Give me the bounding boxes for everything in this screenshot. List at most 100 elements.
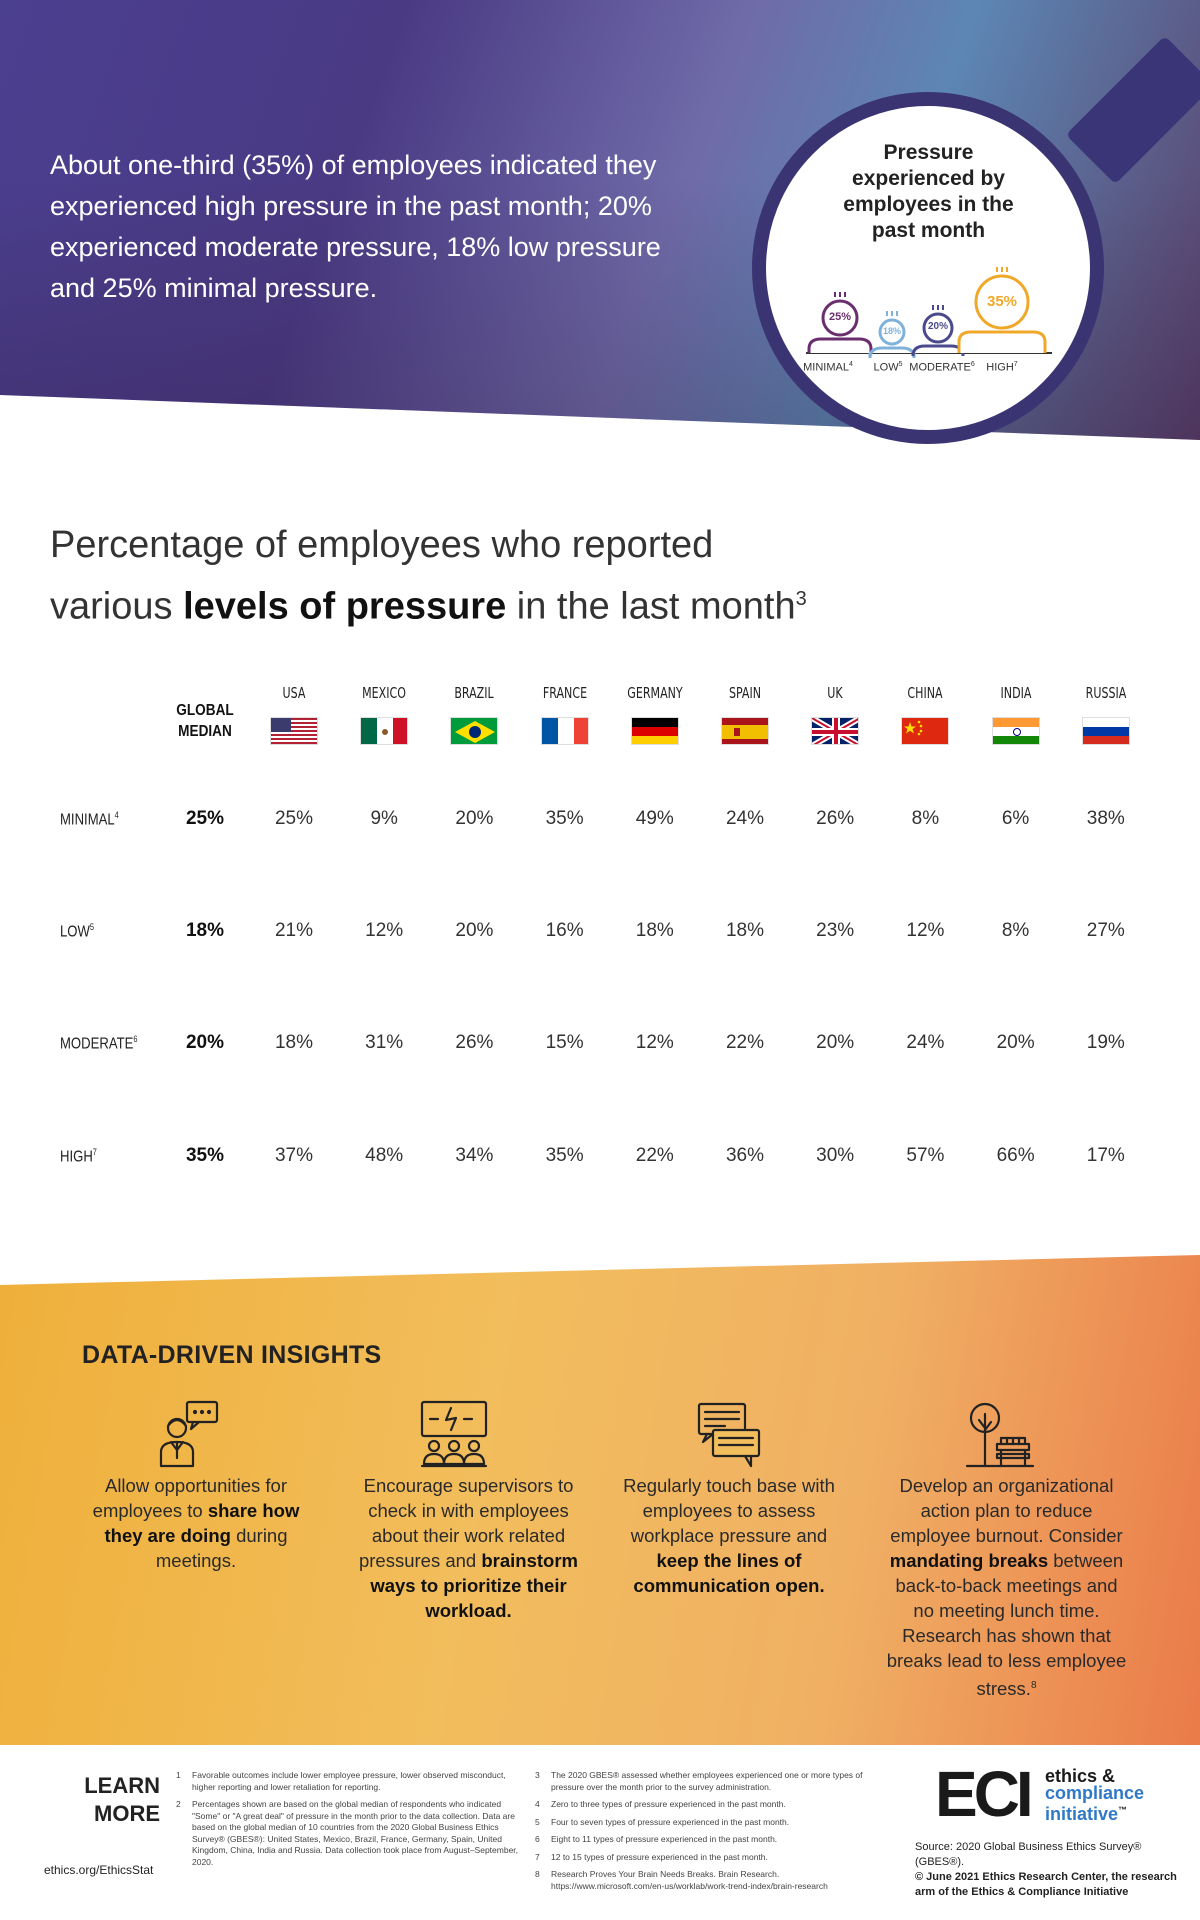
country-header: FRANCE [542,684,587,702]
footnote: 8 Research Proves Your Brain Needs Breaks… [535,1869,828,1891]
table-cell: 26% [816,808,855,829]
figure-percent: 25% [828,310,852,323]
table-cell: 36% [725,1145,765,1166]
table-cell: 9% [370,808,398,829]
row-label: HIGH7 [60,1147,97,1166]
table-cell: 24% [725,808,765,829]
ethicsstat-link[interactable]: ethics.org/EthicsStat [44,1863,154,1877]
eci-logo-letters: ECI [935,1758,1034,1830]
person-figure-icon [957,267,1047,353]
table-cell: 20% [816,1032,855,1053]
eci-logo-line3: initiative™ [1045,1804,1128,1824]
table-cell: 21% [274,920,314,941]
table-cell: 6% [1001,808,1030,829]
country-header: MEXICO [362,684,407,702]
figure-percent: 35% [986,292,1018,310]
eci-logo-line2: compliance [1045,1783,1145,1803]
table-cell: 22% [635,1145,674,1166]
chat-messages-icon [697,1402,761,1468]
figure-percent: 20% [927,321,948,332]
global-median-cell: 18% [185,920,225,941]
table-cell: 25% [274,808,314,829]
insight-text: Regularly touch base with employees to a… [623,1475,835,1596]
insights-title: DATA-DRIVEN INSIGHTS [82,1341,382,1369]
table-cell: 12% [365,920,404,941]
table-cell: 48% [365,1145,404,1166]
flag-icon [991,717,1040,745]
country-header: GERMANY [627,684,683,702]
table-cell: 18% [635,920,674,941]
person-figure-icon [807,292,873,353]
source-note: Source: 2020 Global Business Ethics Surv… [915,1840,1190,1900]
table-cell: 12% [635,1032,674,1053]
insight-text: Encourage supervisors to check in with e… [358,1475,578,1621]
insight-text: Develop an organizational action plan to… [886,1475,1127,1700]
global-median-cell: 35% [185,1145,225,1166]
speaking-person-icon [159,1400,219,1468]
figure-percent: 18% [882,325,901,336]
copyright-line: © June 2021 Ethics Research Center, the … [915,1871,1177,1898]
global-median-cell: 20% [185,1032,225,1053]
table-cell: 34% [455,1145,494,1166]
section-title: Percentage of employees who reported var… [50,518,1050,634]
pressure-summary-circle: Pressure experienced by employees in the… [752,92,1104,444]
table-cell: 17% [1086,1145,1125,1166]
table-cell: 30% [816,1145,855,1166]
table-cell: 18% [725,920,765,941]
table-cell: 35% [545,808,584,829]
footnote: 7 12 to 15 types of pressure experienced … [535,1851,768,1862]
flag-icon [811,717,860,745]
table-cell: 22% [725,1032,765,1053]
country-header: BRAZIL [454,684,495,702]
flag-icon [630,717,679,745]
footnote: 2 Percentages shown are based on the glob… [176,1799,519,1867]
team-meeting-icon [420,1400,488,1468]
insight-text: Allow opportunities for employees to sha… [92,1475,300,1571]
table-cell: 24% [906,1032,945,1053]
title-pre: various [50,585,184,628]
table-cell: 57% [906,1145,945,1166]
table-cell: 16% [545,920,584,941]
row-label: MODERATE6 [60,1034,138,1053]
figure-label: MODERATE6 [909,361,975,374]
intro-text: About one-third (35%) of employees indic… [50,150,661,303]
title-sup: 3 [795,588,807,610]
table-cell: 66% [996,1145,1035,1166]
table-cell: 8% [1001,920,1030,941]
park-bench-icon [965,1402,1035,1468]
table-cell: 37% [274,1145,314,1166]
country-header: UK [827,684,843,702]
row-label: MINIMAL4 [60,810,119,829]
table-cell: 18% [274,1032,314,1053]
table-cell: 27% [1086,920,1125,941]
title-bold: levels of pressure [183,585,507,628]
country-header: INDIA [1000,684,1032,702]
pressure-figures: 25% MINIMAL4 18% LOW5 20% MODERATE6 35% HIGH7 [766,106,1090,430]
learn-more-label: LEARN MORE [84,1773,160,1826]
table-cell: 19% [1086,1032,1125,1053]
figure-label: LOW5 [873,361,903,374]
country-header: SPAIN [728,684,762,702]
flag-icon [270,717,318,745]
table-cell: 20% [996,1032,1035,1053]
country-header: CHINA [907,684,943,702]
table-cell: 38% [1086,808,1125,829]
global-median-cell: 25% [185,808,225,829]
flag-icon [540,717,589,745]
title-line1: Percentage of employees who reported [50,524,714,566]
flag-icon [1081,717,1130,745]
flag-icon [360,717,409,745]
footnotes-right: 3 The 2020 GBES® assessed whether employe… [535,1770,880,1898]
table-cell: 15% [545,1032,584,1053]
table-cell: 20% [455,920,494,941]
table-cell: 12% [906,920,945,941]
person-figure-icon [911,305,965,357]
table-cell: 35% [545,1145,584,1166]
table-cell: 8% [911,808,940,829]
table-cell: 26% [455,1032,494,1053]
footnote: 4 Zero to three types of pressure experie… [535,1799,786,1809]
row-label: LOW5 [60,922,95,941]
eci-logo-words: ethics & compliance initiative™ [1045,1767,1145,1824]
source-line: Source: 2020 Global Business Ethics Surv… [915,1841,1142,1868]
country-header: RUSSIA [1085,684,1127,702]
